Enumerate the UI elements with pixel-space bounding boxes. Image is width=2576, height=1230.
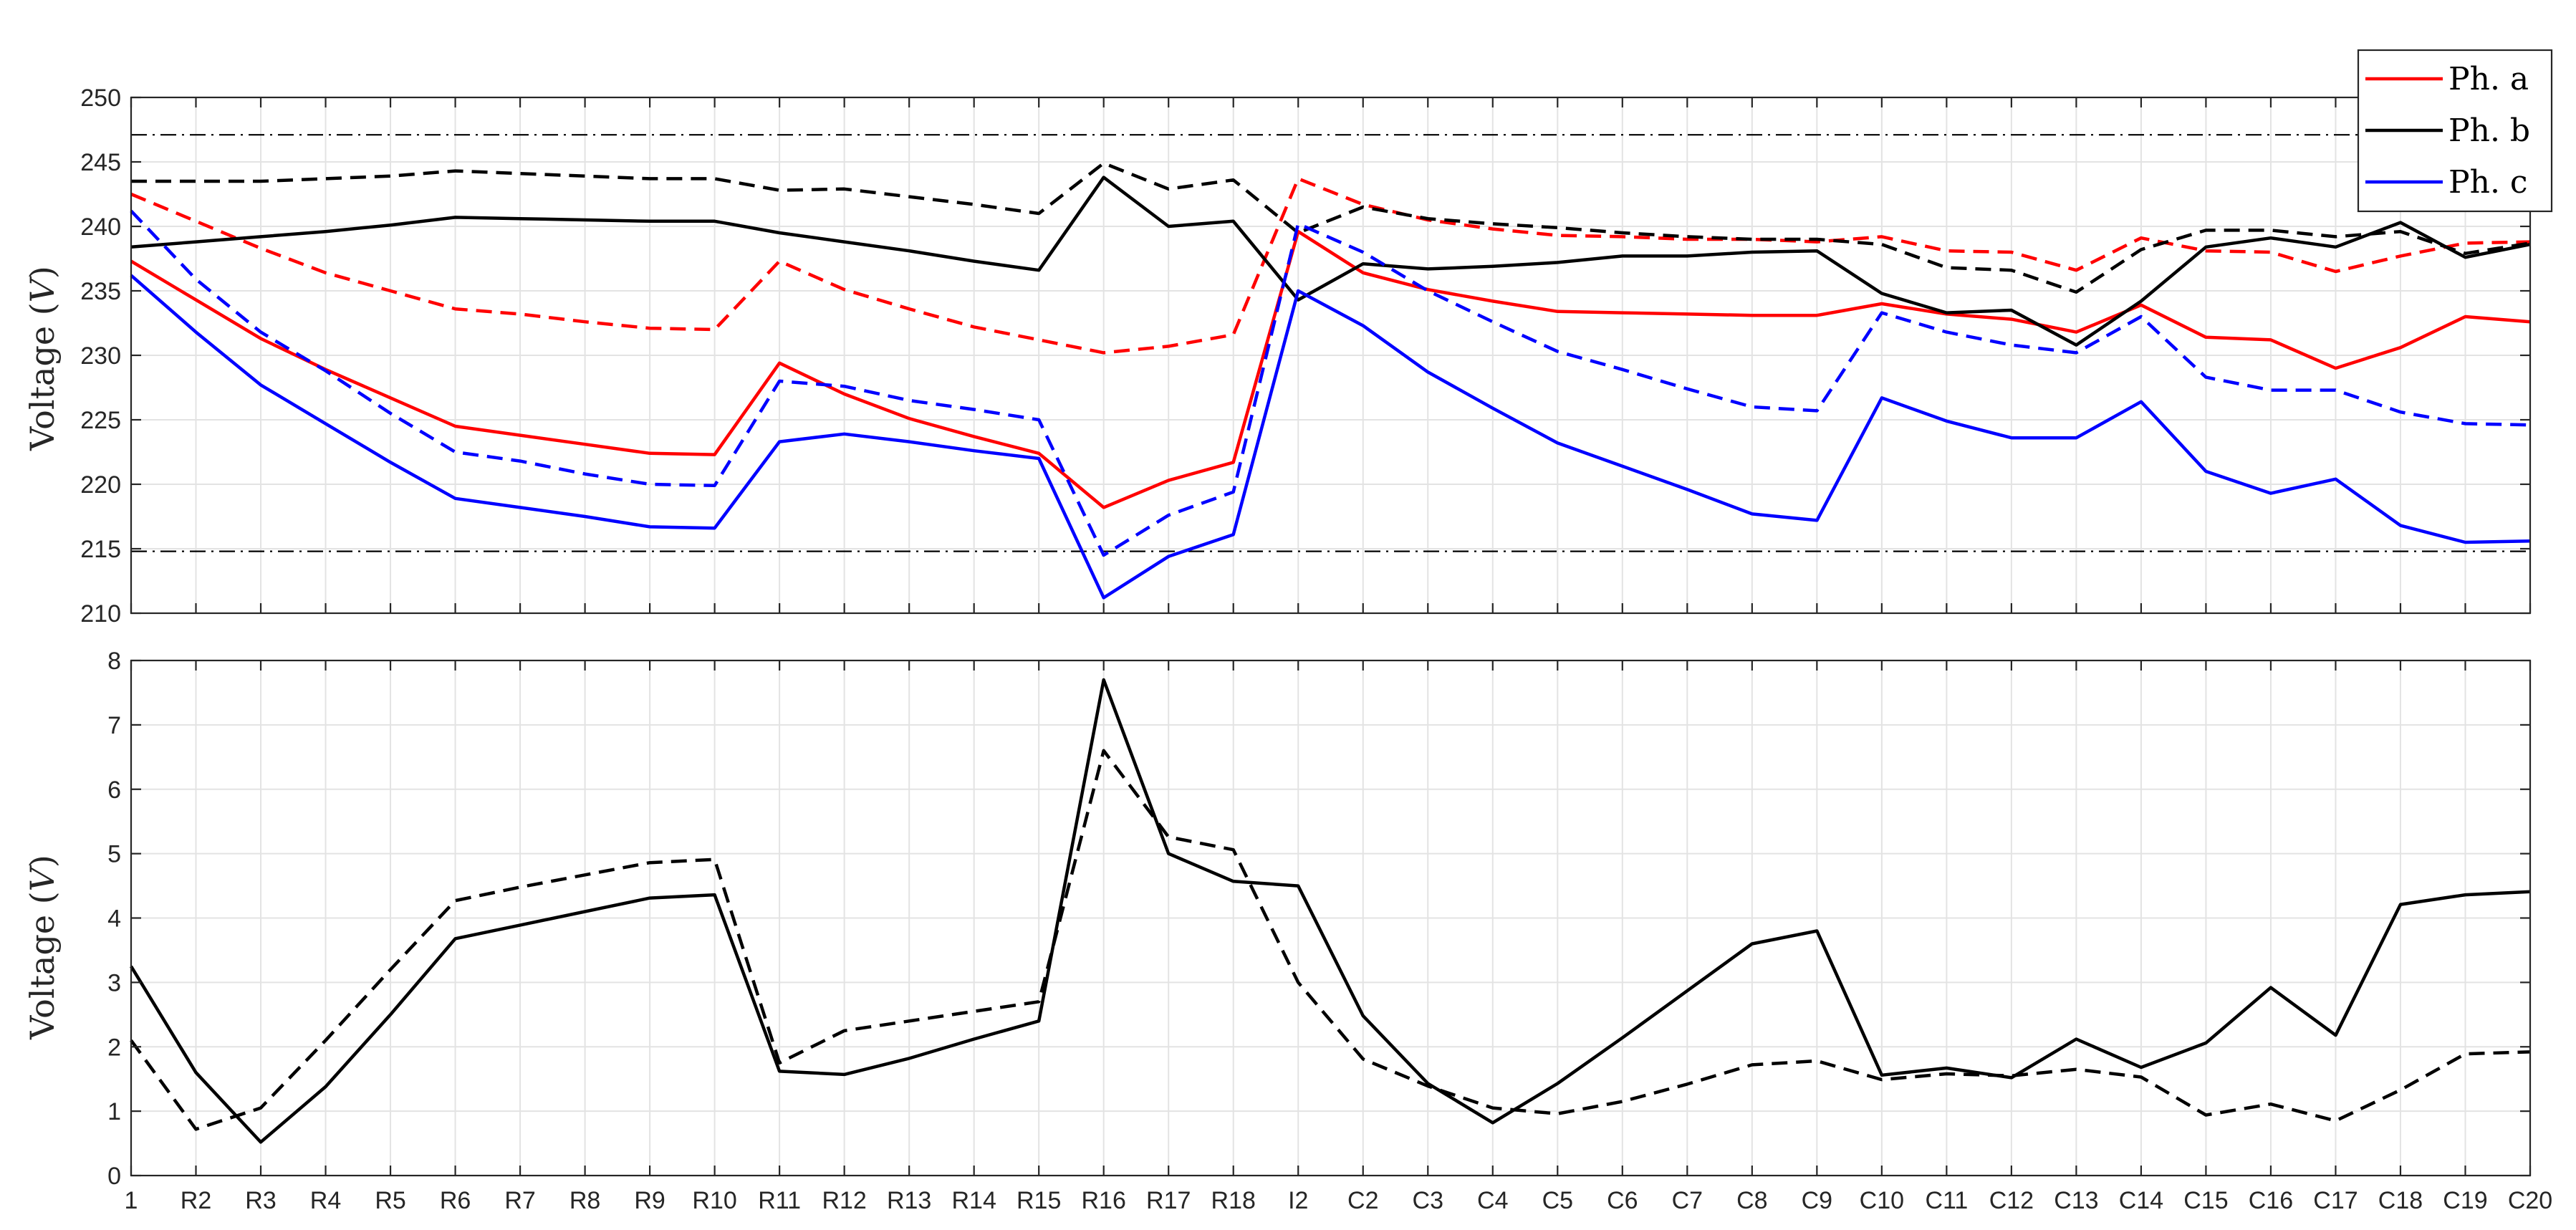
- x-tick-label: R18: [1211, 1187, 1256, 1214]
- x-tick-label: C9: [1802, 1187, 1832, 1214]
- x-tick-label: C20: [2508, 1187, 2552, 1214]
- bottom-y-tick-label: 3: [107, 969, 121, 996]
- x-tick-label: R5: [375, 1187, 405, 1214]
- x-tick-label: C10: [1860, 1187, 1904, 1214]
- x-tick-label: R12: [822, 1187, 866, 1214]
- x-tick-label: R16: [1082, 1187, 1126, 1214]
- x-tick-label: R3: [245, 1187, 276, 1214]
- x-tick-label: 1: [125, 1187, 138, 1214]
- x-tick-label: R11: [758, 1187, 801, 1214]
- bottom-y-tick-label: 5: [107, 841, 121, 868]
- x-tick-label: R6: [440, 1187, 471, 1214]
- x-tick-label: I2: [1288, 1187, 1308, 1214]
- x-tick-label: R9: [634, 1187, 665, 1214]
- x-tick-label: R17: [1146, 1187, 1191, 1214]
- bottom-y-tick-label: 7: [107, 712, 121, 739]
- x-tick-label: C18: [2378, 1187, 2423, 1214]
- top-y-tick-label: 220: [80, 471, 121, 499]
- x-tick-label: R2: [181, 1187, 211, 1214]
- x-tick-label: C8: [1736, 1187, 1767, 1214]
- bottom-series-dashed: [130, 749, 2531, 1131]
- top-y-tick-label: 210: [80, 600, 121, 628]
- top-series-ph-c-dashed: [130, 209, 2531, 557]
- x-tick-label: C15: [2183, 1187, 2228, 1214]
- bottom-y-tick-label: 6: [107, 777, 121, 804]
- bottom-y-tick-label: 0: [107, 1163, 121, 1190]
- top-y-tick-label: 250: [80, 85, 121, 112]
- bottom-y-tick-label: 2: [107, 1034, 121, 1061]
- x-tick-label: C19: [2443, 1187, 2487, 1214]
- x-tick-label: R4: [310, 1187, 341, 1214]
- top-series-ph-a-solid: [130, 229, 2531, 509]
- x-tick-label: C16: [2249, 1187, 2293, 1214]
- x-tick-label: C6: [1607, 1187, 1638, 1214]
- x-tick-label: R8: [569, 1187, 600, 1214]
- legend-label-ph-c: Ph. c: [2448, 164, 2528, 201]
- top-series-ph-b-dashed: [131, 161, 2531, 294]
- top-y-tick-label: 235: [80, 278, 121, 305]
- x-tick-label: R7: [504, 1187, 535, 1214]
- x-tick-label: R14: [951, 1187, 996, 1214]
- top-y-tick-label: 225: [80, 407, 121, 434]
- top-series-ph-b-solid: [130, 176, 2531, 347]
- bottom-voltage-difference-panel: 1 R2 R3 R4 R5 R6 R7 R8 R9 R10 R11 R12 R13 R14 R15 R16 R1…: [107, 648, 2552, 1214]
- x-tick-label: R10: [692, 1187, 736, 1214]
- top-phase-voltage-panel: 210 215 220 225 230 235 240 245 250: [80, 85, 2532, 628]
- top-y-tick-label: 245: [80, 149, 121, 176]
- legend-label-ph-b: Ph. b: [2448, 112, 2530, 149]
- legend: Ph. a Ph. b Ph. c: [2357, 49, 2553, 213]
- x-tick-label: R15: [1017, 1187, 1061, 1214]
- x-tick-label: C17: [2313, 1187, 2358, 1214]
- bottom-y-tick-label: 8: [107, 648, 121, 675]
- bottom-y-axis-label: Voltage (V): [23, 855, 62, 1040]
- x-tick-label: R13: [887, 1187, 931, 1214]
- top-y-tick-label: 215: [80, 536, 121, 563]
- legend-entry-ph-c: Ph. c: [2365, 164, 2528, 201]
- x-tick-label: C5: [1542, 1187, 1573, 1214]
- x-tick-label: C3: [1413, 1187, 1443, 1214]
- legend-entry-ph-b: Ph. b: [2365, 112, 2530, 149]
- x-tick-label: C12: [1989, 1187, 2034, 1214]
- x-tick-label: C7: [1672, 1187, 1703, 1214]
- x-tick-label: C14: [2119, 1187, 2163, 1214]
- bottom-series-solid: [130, 678, 2531, 1144]
- legend-entry-ph-a: Ph. a: [2365, 61, 2529, 97]
- x-tick-label: C2: [1347, 1187, 1378, 1214]
- top-y-tick-label: 240: [80, 213, 121, 241]
- top-series-ph-c-solid: [130, 274, 2531, 600]
- top-series-ph-a-dashed: [130, 177, 2531, 355]
- x-tick-label: C13: [2054, 1187, 2098, 1214]
- top-y-tick-label: 230: [80, 342, 121, 370]
- x-tick-label: C4: [1477, 1187, 1508, 1214]
- bottom-y-tick-label: 1: [107, 1098, 121, 1125]
- bottom-y-tick-label: 4: [107, 905, 121, 933]
- x-tick-label: C11: [1925, 1187, 1968, 1214]
- top-y-axis-label: Voltage (V): [23, 266, 62, 451]
- legend-label-ph-a: Ph. a: [2448, 61, 2529, 97]
